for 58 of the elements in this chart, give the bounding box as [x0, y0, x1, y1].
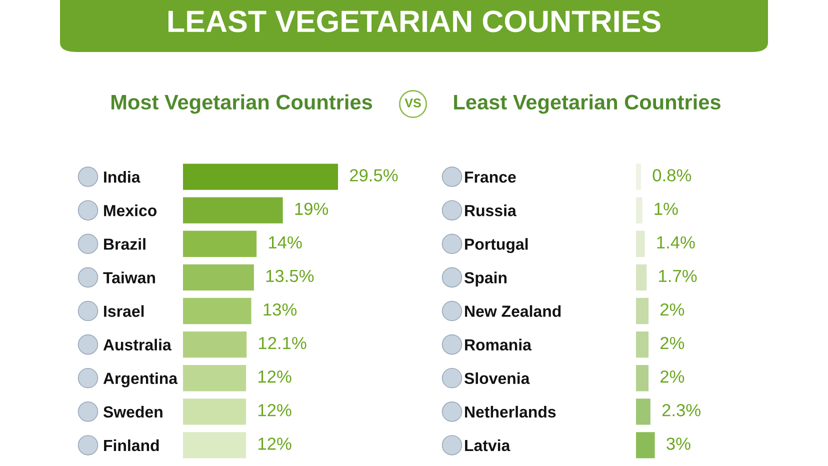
data-label: 19% [295, 202, 328, 215]
y-tick-label: Portugal [465, 238, 528, 254]
y-tick-label: New Zealand [465, 305, 561, 317]
chart-title: Least Vegetarian Countries [454, 94, 720, 114]
y-tick-label: Russia [465, 204, 516, 216]
bar [183, 230, 257, 257]
bar [636, 197, 642, 224]
y-tick-label: Argentina [103, 372, 178, 388]
data-label: 0.8% [652, 169, 692, 182]
y-tick-label: Brazil [104, 238, 146, 250]
bar [636, 432, 655, 458]
y-tick-label: Spain [464, 272, 506, 287]
data-label: 2% [660, 336, 684, 350]
y-tick-label: Slovenia [464, 372, 530, 384]
bar [636, 398, 650, 425]
data-label: 12% [258, 370, 292, 383]
data-label: 13% [264, 303, 297, 316]
data-label: 12.1% [259, 336, 306, 350]
y-tick-label: Netherlands [465, 406, 556, 418]
bar [183, 264, 254, 291]
y-tick-label: Latvia [465, 439, 510, 452]
bar [183, 398, 246, 425]
data-label: 2.3% [662, 404, 700, 416]
y-tick-label: France [465, 172, 516, 183]
bar [183, 432, 246, 458]
data-label: 2% [660, 303, 684, 316]
y-tick-label: India [104, 170, 140, 183]
y-tick-label: Sweden [103, 406, 162, 418]
y-tick-label: Australia [103, 338, 172, 350]
text: VS [404, 98, 421, 108]
bar [183, 164, 338, 190]
y-tick-label: Mexico [104, 204, 157, 216]
y-tick-label: Romania [465, 338, 532, 350]
bar [636, 164, 642, 190]
bar [183, 197, 283, 224]
data-label: 1.7% [659, 270, 697, 282]
bar [183, 331, 247, 358]
data-label: 1% [654, 202, 678, 215]
data-label: 3% [666, 438, 690, 450]
data-label: 2% [660, 370, 684, 383]
data-label: 14% [268, 236, 302, 248]
bar [636, 331, 649, 358]
y-tick-label: Taiwan [103, 272, 155, 284]
data-label: 13.5% [266, 270, 314, 282]
bar [183, 365, 246, 392]
y-tick-label: Israel [104, 305, 144, 317]
bar [636, 264, 647, 291]
y-tick-label: Finland [104, 439, 159, 452]
bar [636, 230, 645, 257]
bar [636, 365, 649, 392]
data-label: 1.4% [657, 236, 695, 248]
bar [636, 298, 649, 324]
chart-title: Most Vegetarian Countries [112, 94, 372, 114]
data-label: 12% [258, 438, 292, 450]
text: LEAST VEGETARIAN COUNTRIES [168, 10, 660, 32]
bar [183, 298, 252, 324]
data-label: 12% [258, 404, 292, 416]
data-label: 29.5% [350, 169, 398, 182]
